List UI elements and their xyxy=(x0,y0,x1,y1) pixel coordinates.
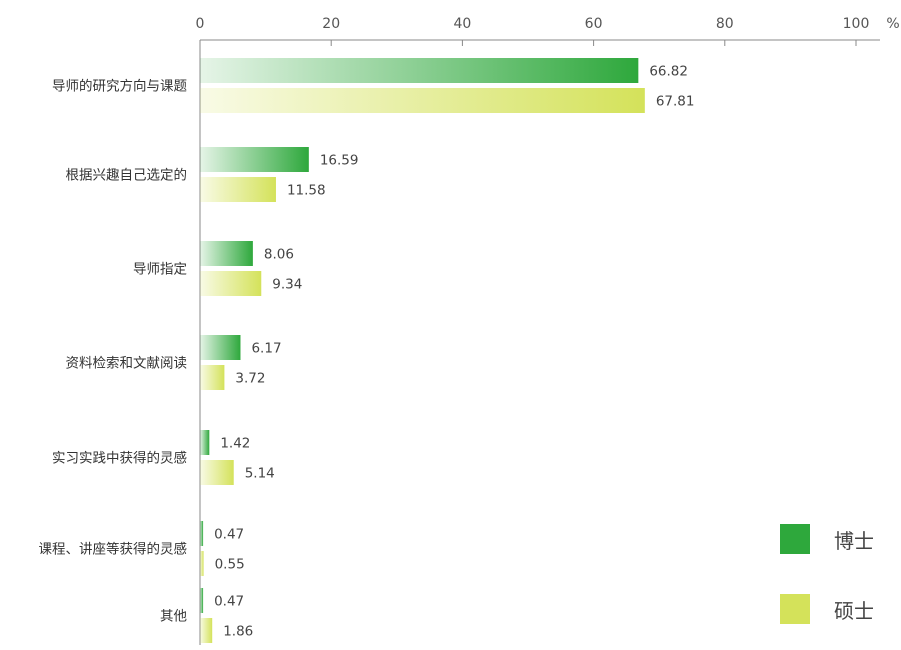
value-label-ms: 1.86 xyxy=(223,624,253,640)
value-label-phd: 8.06 xyxy=(264,247,294,263)
value-label-phd: 16.59 xyxy=(320,153,359,169)
value-label-ms: 67.81 xyxy=(656,94,695,110)
bar-phd xyxy=(200,430,210,455)
legend-swatch-phd xyxy=(780,524,810,554)
value-label-ms: 5.14 xyxy=(245,466,275,482)
value-label-phd: 0.47 xyxy=(214,594,244,610)
bar-ms xyxy=(200,271,262,296)
bar-phd xyxy=(200,58,639,83)
bar-ms xyxy=(200,618,213,643)
category-label: 资料检索和文献阅读 xyxy=(66,356,188,372)
bar-phd xyxy=(200,588,204,613)
bar-ms xyxy=(200,365,225,390)
legend-label-phd: 博士 xyxy=(834,529,874,553)
x-tick-label: 80 xyxy=(716,16,734,32)
legend-label-ms: 硕士 xyxy=(834,599,874,623)
x-tick-label: 60 xyxy=(585,16,603,32)
category-labels: 导师的研究方向与课题根据兴趣自己选定的导师指定资料检索和文献阅读实习实践中获得的… xyxy=(39,79,188,625)
unit-label: % xyxy=(886,16,899,32)
bar-ms xyxy=(200,551,204,576)
value-label-phd: 1.42 xyxy=(220,436,250,452)
bar-ms xyxy=(200,177,276,202)
x-tick-label: 0 xyxy=(196,16,205,32)
value-label-ms: 3.72 xyxy=(235,371,265,387)
value-label-ms: 0.55 xyxy=(215,557,245,573)
category-label: 导师的研究方向与课题 xyxy=(52,79,187,95)
bar-phd xyxy=(200,521,204,546)
bar-ms xyxy=(200,460,234,485)
category-label: 导师指定 xyxy=(133,262,187,278)
bar-ms xyxy=(200,88,645,113)
value-label-phd: 66.82 xyxy=(649,64,688,80)
value-label-phd: 6.17 xyxy=(251,341,281,357)
x-tick-label: 100 xyxy=(843,16,870,32)
category-label: 课程、讲座等获得的灵感 xyxy=(39,541,188,558)
legend-swatch-ms xyxy=(780,594,810,624)
value-label-ms: 11.58 xyxy=(287,183,326,199)
category-label: 实习实践中获得的灵感 xyxy=(52,450,187,467)
value-label-phd: 0.47 xyxy=(214,527,244,543)
bar-phd xyxy=(200,147,309,172)
value-label-ms: 9.34 xyxy=(272,277,302,293)
x-axis: 0 20 40 60 80 100 % xyxy=(196,16,900,46)
bar-phd xyxy=(200,241,253,266)
category-label: 根据兴趣自己选定的 xyxy=(66,168,188,184)
x-tick-label: 40 xyxy=(453,16,471,32)
category-label: 其他 xyxy=(160,609,187,625)
bar-phd xyxy=(200,335,241,360)
bars: 66.82 67.81 16.59 11.58 8.06 9.34 6.17 3.72 1.42… xyxy=(200,58,694,643)
legend: 博士 硕士 xyxy=(780,524,874,624)
x-tick-label: 20 xyxy=(322,16,340,32)
